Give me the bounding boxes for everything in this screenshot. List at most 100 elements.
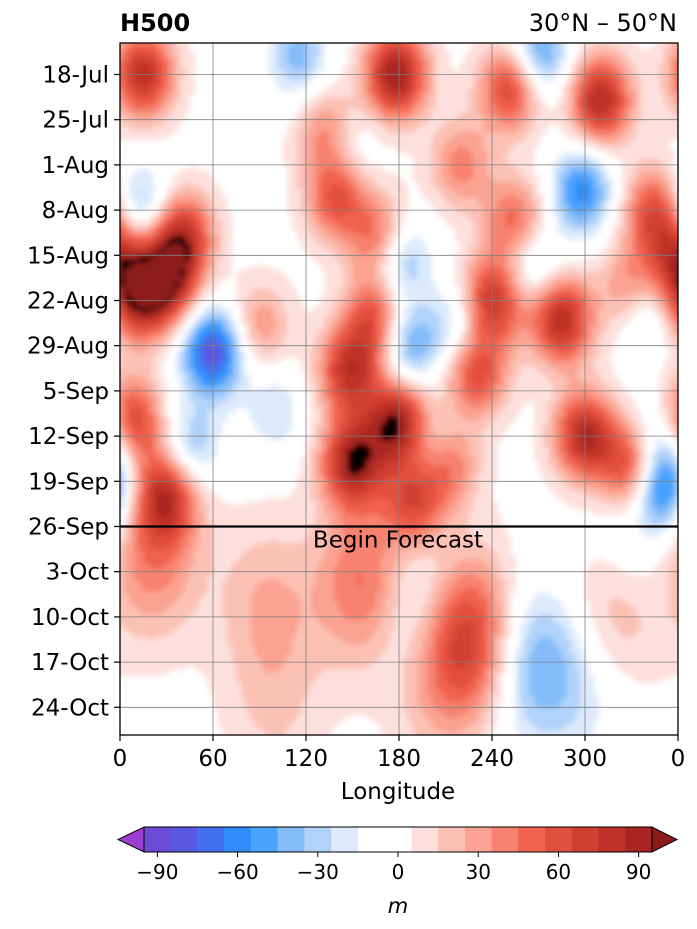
field-cell [492,143,498,147]
field-cell [464,143,470,147]
field-cell [120,94,126,99]
field-cell [394,46,400,50]
field-cell [394,55,400,60]
field-cell [510,191,516,196]
field-cell [557,168,563,173]
field-cell [594,168,600,173]
field-cell [394,143,400,147]
field-cell [157,49,163,54]
field-cell [324,156,330,160]
field-cell [533,65,540,70]
field-cell [417,91,423,96]
field-cell [180,59,186,63]
field-cell [422,46,428,50]
field-cell [631,191,637,196]
field-cell [664,191,670,196]
field-cell [557,152,563,157]
field-cell [399,81,405,86]
field-cell [631,181,637,186]
field-cell [301,175,307,180]
field-cell [129,55,135,60]
field-cell [473,185,479,189]
field-cell [612,117,619,122]
field-cell [417,149,423,154]
field-cell [147,110,154,115]
field-cell [361,159,367,163]
field-cell [622,185,628,189]
field-cell [175,204,181,209]
field-cell [650,65,656,70]
field-cell [343,75,349,80]
field-cell [319,139,326,144]
field-cell [189,185,196,189]
field-cell [133,52,140,57]
field-cell [482,117,488,122]
field-cell [654,130,660,134]
field-cell [459,188,465,193]
field-cell [478,130,484,134]
field-cell [403,75,409,80]
field-cell [515,201,521,205]
field-cell [269,37,274,41]
field-cell [631,146,637,151]
field-cell [329,107,335,112]
field-cell [361,85,367,89]
field-cell [561,178,568,183]
field-cell [152,52,158,57]
field-cell [111,104,116,108]
field-cell [208,194,214,199]
field-cell [645,143,651,147]
field-cell [389,110,395,115]
field-cell [571,120,577,125]
field-cell [501,168,507,173]
field-cell [143,168,149,173]
field-cell [422,65,428,70]
field-cell [561,85,568,89]
field-cell [622,172,628,176]
field-cell [208,204,214,209]
field-cell [561,149,568,154]
field-cell [352,188,358,193]
field-cell [450,162,456,167]
field-cell [645,123,651,128]
field-cell [478,201,484,205]
field-cell [673,101,678,105]
field-cell [412,75,419,80]
field-cell [189,201,196,205]
field-cell [459,152,465,157]
field-cell [585,139,591,144]
field-cell [548,37,553,41]
field-cell [319,152,326,157]
field-cell [166,126,172,131]
field-cell [422,43,428,47]
field-cell [347,52,354,57]
field-cell [264,91,270,96]
field-cell [492,78,498,83]
field-cell [505,172,512,176]
field-cell [454,198,460,202]
field-cell [464,62,470,67]
field-cell [389,62,395,67]
field-cell [589,94,595,99]
field-cell [366,194,372,199]
field-cell [529,175,535,180]
field-cell [636,191,642,196]
field-cell [138,159,144,163]
field-cell [622,104,628,109]
field-cell [431,97,437,102]
field-cell [166,46,172,50]
field-cell [319,168,326,173]
field-cell [171,68,177,73]
field-cell [166,204,172,209]
field-cell [659,94,665,99]
field-cell [496,168,502,173]
field-cell [157,46,163,50]
field-cell [589,123,595,128]
field-cell [585,123,591,128]
field-cell [515,94,521,99]
field-cell [487,152,493,157]
field-cell [147,185,154,189]
field-cell [361,72,367,76]
field-cell [431,168,437,173]
field-cell [147,178,154,183]
